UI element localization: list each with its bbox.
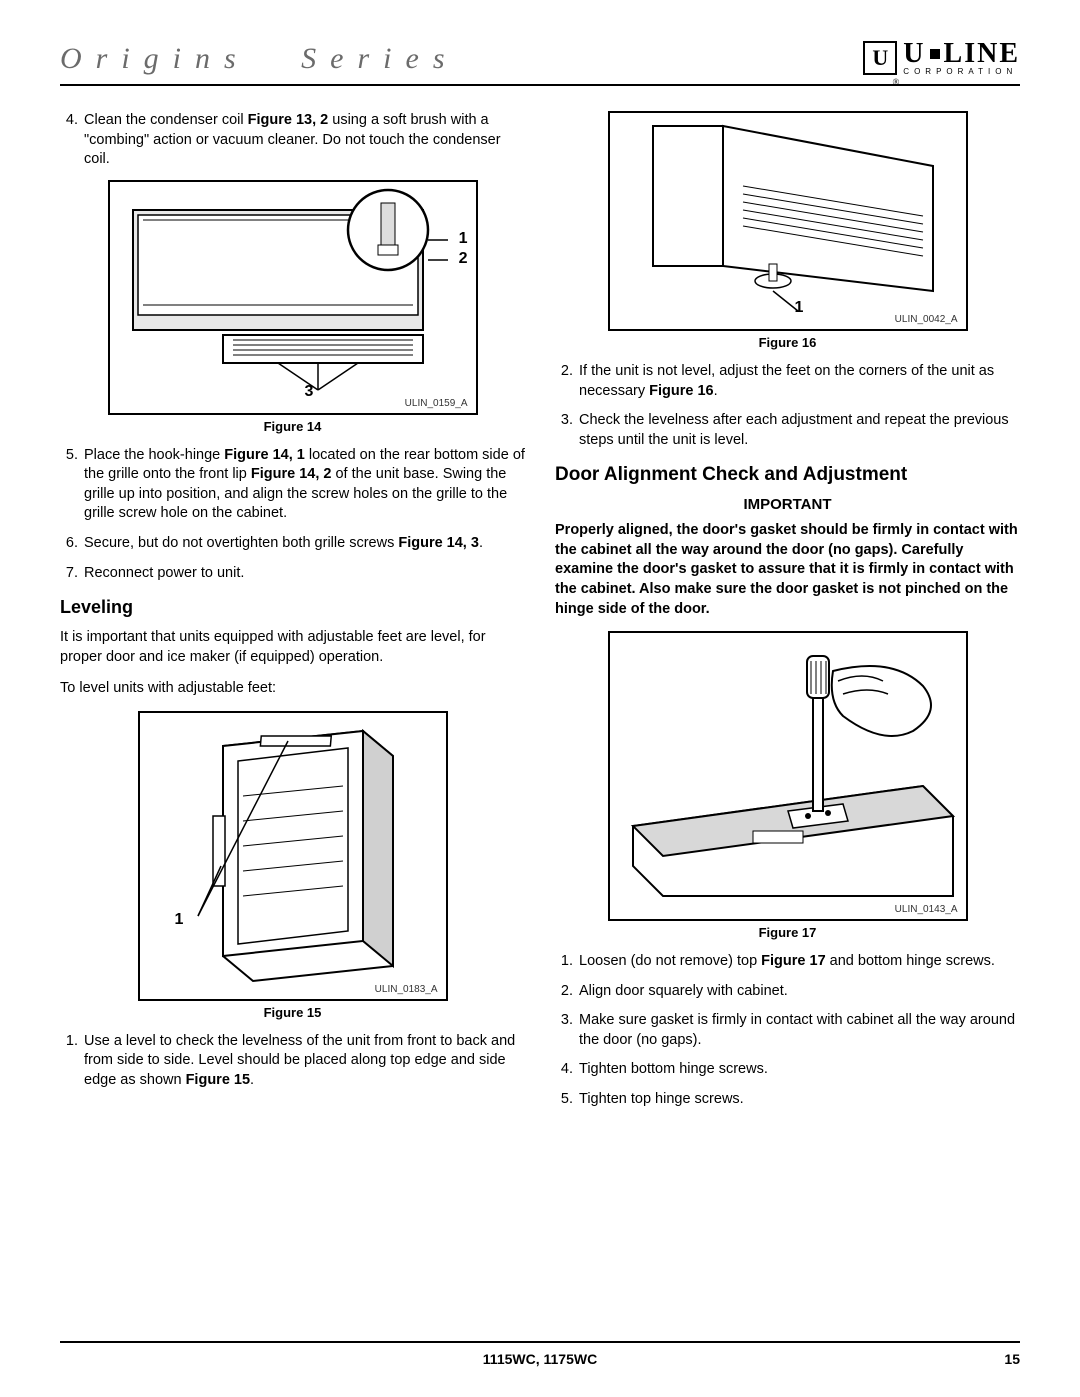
footer-models: 1115WC, 1175WC <box>483 1351 597 1367</box>
leveling-step-1: 1. Use a level to check the levelness of… <box>60 1032 525 1091</box>
important-para: Properly aligned, the door's gasket shou… <box>555 521 1020 619</box>
step-7: 7. Reconnect power to unit. <box>60 564 525 584</box>
right-step-2: 2. If the unit is not level, adjust the … <box>555 362 1020 401</box>
figure-17-id: ULIN_0143_A <box>895 904 958 915</box>
page-footer: 1115WC, 1175WC 15 <box>60 1341 1020 1367</box>
door-step-3: 3. Make sure gasket is firmly in contact… <box>555 1011 1020 1050</box>
logo-text: U LINE <box>903 40 1020 68</box>
leveling-para-2: To level units with adjustable feet: <box>60 679 525 699</box>
figure-16-id: ULIN_0042_A <box>895 314 958 325</box>
step-5: 5. Place the hook-hinge Figure 14, 1 loc… <box>60 446 525 524</box>
figure-15: 1 ULIN_0183_A <box>138 711 448 1001</box>
left-column: 4. Clean the condenser coil Figure 13, 2… <box>60 111 525 1119</box>
figure-14-illustration <box>113 185 473 410</box>
right-column: 1 ULIN_0042_A Figure 16 2. If the unit i… <box>555 111 1020 1119</box>
heading-leveling: Leveling <box>60 597 525 618</box>
step-4: 4. Clean the condenser coil Figure 13, 2… <box>60 111 525 170</box>
brand-logo: U U LINE CORPORATION <box>863 40 1020 76</box>
heading-door-alignment: Door Alignment Check and Adjustment <box>555 464 1020 486</box>
door-step-5: 5. Tighten top hinge screws. <box>555 1090 1020 1110</box>
logo-icon: U <box>863 41 897 75</box>
heading-important: IMPORTANT <box>555 496 1020 513</box>
content-columns: 4. Clean the condenser coil Figure 13, 2… <box>60 111 1020 1119</box>
logo-subtext: CORPORATION <box>903 68 1020 76</box>
figure-15-illustration <box>143 716 443 996</box>
door-step-2: 2. Align door squarely with cabinet. <box>555 982 1020 1002</box>
figure-14-caption: Figure 14 <box>60 419 525 434</box>
right-step-3: 3. Check the levelness after each adjust… <box>555 411 1020 450</box>
leveling-para-1: It is important that units equipped with… <box>60 628 525 667</box>
door-step-4: 4. Tighten bottom hinge screws. <box>555 1060 1020 1080</box>
figure-14: 1 2 3 ULIN_0159_A <box>108 180 478 415</box>
figure-16-caption: Figure 16 <box>555 335 1020 350</box>
figure-16: 1 ULIN_0042_A <box>608 111 968 331</box>
figure-15-id: ULIN_0183_A <box>375 984 438 995</box>
series-title: Origins Series <box>60 42 459 76</box>
step-6: 6. Secure, but do not overtighten both g… <box>60 534 525 554</box>
figure-17: ULIN_0143_A <box>608 631 968 921</box>
door-step-1: 1. Loosen (do not remove) top Figure 17 … <box>555 952 1020 972</box>
figure-16-illustration <box>613 116 963 326</box>
page-number: 15 <box>1004 1351 1020 1367</box>
figure-17-caption: Figure 17 <box>555 925 1020 940</box>
figure-17-illustration <box>613 636 963 916</box>
figure-14-id: ULIN_0159_A <box>405 398 468 409</box>
logo-dash-icon <box>930 49 940 59</box>
page-header: Origins Series U U LINE CORPORATION <box>60 40 1020 86</box>
figure-15-caption: Figure 15 <box>60 1005 525 1020</box>
